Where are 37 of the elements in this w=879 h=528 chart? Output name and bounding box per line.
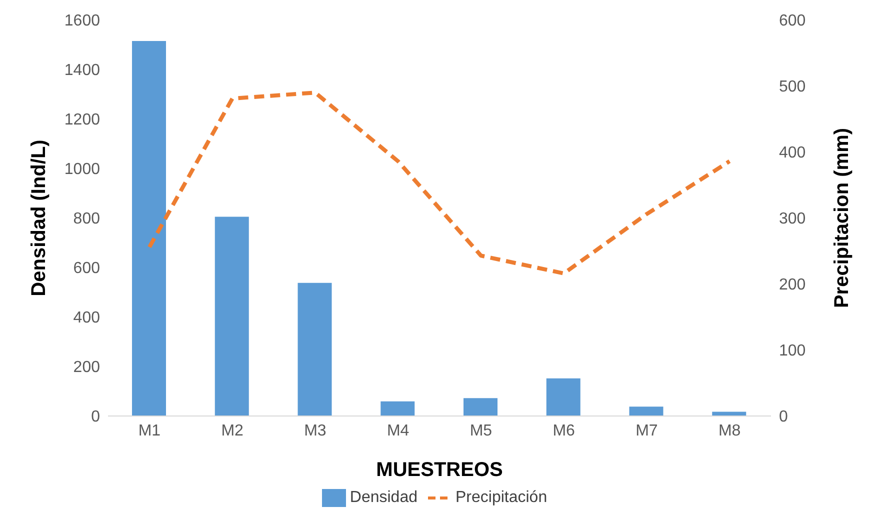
y2-tick-label: 0: [779, 408, 788, 426]
y-tick-label: 1400: [64, 62, 100, 80]
y2-axis-title: Precipitacion (mm): [831, 128, 854, 308]
bar: [132, 41, 166, 416]
y-tick-label: 1600: [64, 12, 100, 30]
x-tick-label: M2: [221, 422, 244, 440]
y-tick-label: 600: [73, 260, 100, 278]
y2-tick-label: 500: [779, 78, 806, 96]
x-tick-label: M8: [718, 422, 741, 440]
x-tick-label: M5: [470, 422, 492, 440]
y2-tick-label: 100: [779, 342, 806, 360]
y2-tick-label: 600: [779, 12, 806, 30]
bar: [546, 378, 580, 416]
y-axis-title: Densidad (Ind/L): [28, 140, 50, 296]
bar: [380, 401, 415, 416]
y-tick-label: 400: [73, 310, 100, 327]
x-tick-label: M7: [636, 422, 658, 440]
line-series: [147, 90, 732, 276]
y-tick-label: 200: [73, 359, 100, 376]
y2-tick-label: 400: [779, 144, 806, 162]
y2-tick-label: 200: [779, 276, 806, 294]
y2-tick-label: 300: [779, 210, 806, 228]
y-tick-label: 800: [73, 210, 100, 228]
x-axis-title: MUESTREOS: [376, 459, 503, 481]
bar: [298, 282, 332, 416]
bar: [629, 406, 664, 416]
x-tick-label: M4: [386, 422, 410, 440]
x-tick-label: M1: [138, 422, 161, 440]
legend-label: Densidad: [350, 489, 418, 506]
y-tick-label: 0: [91, 408, 100, 426]
y-tick-label: 1000: [64, 161, 100, 178]
x-tick-label: M6: [552, 422, 576, 440]
bar: [464, 398, 498, 416]
x-tick-label: M3: [304, 422, 326, 440]
bar: [214, 216, 249, 416]
legend-label: Precipitación: [456, 489, 548, 506]
y-tick-label: 1200: [64, 112, 100, 129]
